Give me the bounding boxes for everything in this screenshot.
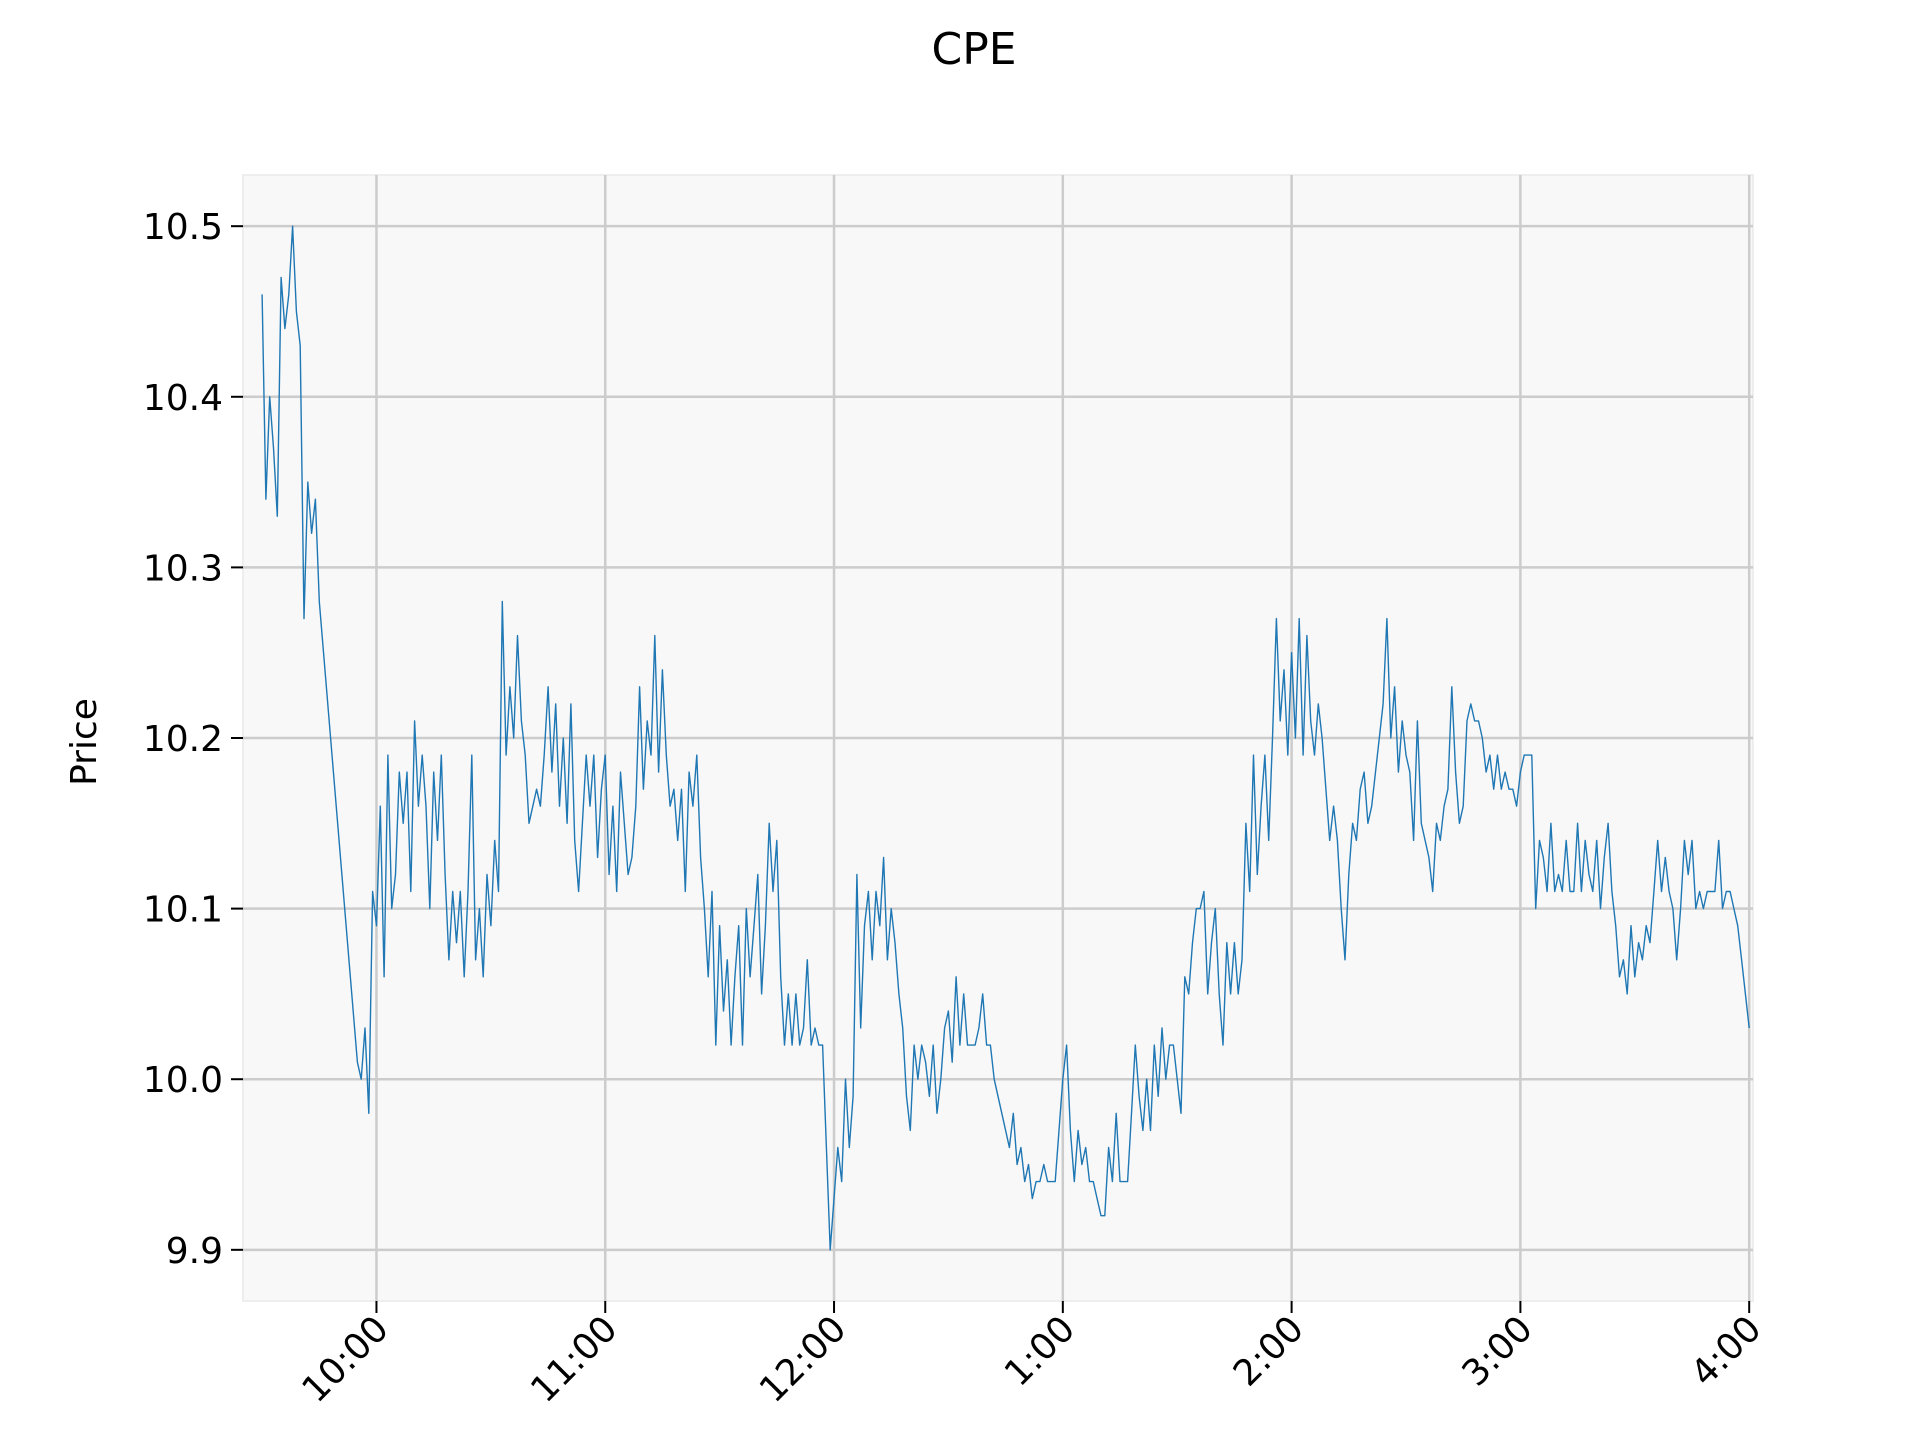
x-tick-label: 12:00 [752, 1308, 854, 1410]
gridlines [243, 175, 1753, 1301]
chart-title: CPE [931, 24, 1016, 75]
y-tick-label: 10.2 [143, 719, 223, 760]
price-series-line [261, 225, 1750, 1251]
x-tick-label: 10:00 [294, 1308, 396, 1410]
y-tick-label: 10.0 [143, 1060, 223, 1101]
y-tick-label: 10.3 [143, 548, 223, 589]
x-tick-label: 3:00 [1455, 1308, 1541, 1394]
y-tick-label: 10.5 [143, 207, 223, 248]
x-tick-label: 11:00 [523, 1308, 625, 1410]
series-layer [261, 225, 1750, 1251]
y-tick-label: 10.1 [143, 890, 223, 931]
x-tick-label: 4:00 [1683, 1308, 1769, 1394]
y-tick-label: 10.4 [143, 378, 223, 419]
y-axis-label: Price [64, 698, 105, 786]
y-tick-label: 9.9 [166, 1231, 223, 1272]
x-tick-label: 1:00 [997, 1308, 1083, 1394]
x-tick-label: 2:00 [1226, 1308, 1312, 1394]
